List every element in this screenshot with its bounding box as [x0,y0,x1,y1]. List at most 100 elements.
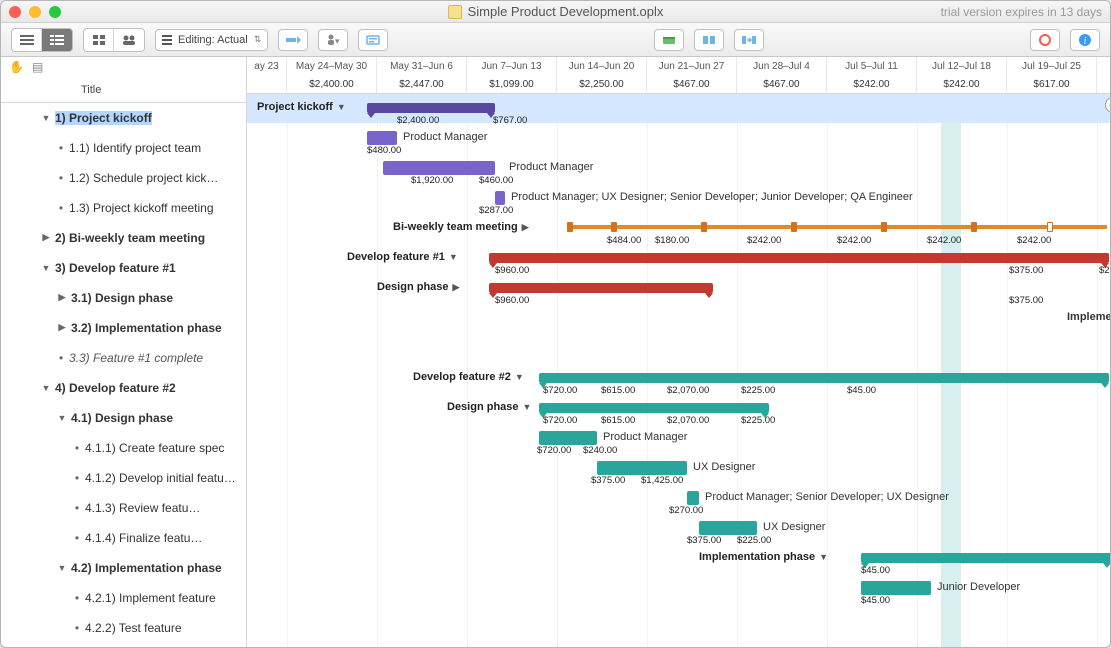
gantt-bar[interactable] [539,431,597,445]
gantt-bar[interactable] [383,161,495,175]
disclosure-right-icon[interactable]: ▶ [522,222,529,233]
disclosure-down-icon[interactable]: ▼ [41,113,51,123]
recurring-instance[interactable] [791,222,797,232]
recurring-instance[interactable] [1047,222,1053,232]
recurring-instance[interactable] [611,222,617,232]
record-button[interactable] [1030,29,1060,51]
disclosure-down-icon[interactable]: ▼ [523,402,532,412]
timeline-week: Jun 14–Jun 20 [557,57,647,75]
outline-row[interactable]: •3.3) Feature #1 complete [1,343,246,373]
disclosure-down-icon[interactable]: ▼ [41,383,51,393]
timeline-cost: $242.00 [917,75,1007,93]
disclosure-down-icon[interactable]: ▼ [515,372,524,382]
info-button[interactable]: i [1070,29,1100,51]
timeline-week: ay 23 [247,57,287,75]
gantt-bar[interactable] [699,521,757,535]
gantt-group-label[interactable]: Design phase▼ [447,401,531,413]
hand-icon[interactable]: ✋ [9,60,24,74]
view-outline-button[interactable] [12,29,42,51]
add-task-button[interactable] [278,29,308,51]
outline-row[interactable]: •4.2.3) Review featu… [1,643,246,647]
view-gantt-button[interactable] [42,29,72,51]
level-button[interactable] [734,29,764,51]
recurring-instance[interactable] [971,222,977,232]
outline-row[interactable]: •1.3) Project kickoff meeting [1,193,246,223]
outline-label: 1.2) Schedule project kick… [69,171,218,185]
gantt-row: Develop feature #2▼$720.00$615.00$2,070.… [247,363,1110,393]
gantt-bar[interactable] [489,283,713,293]
group-resources-button[interactable] [114,29,144,51]
outline-row[interactable]: ▶3.1) Design phase [1,283,246,313]
resource-label: Product Manager; UX Designer; Senior Dev… [511,191,913,203]
recurring-bar[interactable] [567,225,1107,229]
disclosure-down-icon[interactable]: ▼ [57,563,67,573]
disclosure-right-icon[interactable]: ▶ [57,322,67,333]
recurring-instance[interactable] [567,222,573,232]
recurring-instance[interactable] [881,222,887,232]
close-icon[interactable] [9,6,21,18]
timeline-cost [247,75,287,93]
outline-label: 4.1.1) Create feature spec [85,441,224,455]
disclosure-down-icon[interactable]: ▼ [57,413,67,423]
gantt-group-label[interactable]: Design phase▶ [377,281,459,293]
gantt-group-label[interactable]: Implementation phase▼ [699,551,828,563]
outline-row[interactable]: •4.2.2) Test feature [1,613,246,643]
gantt-bar[interactable] [597,461,687,475]
gantt-bar[interactable] [539,373,1109,383]
disclosure-down-icon[interactable]: ▼ [41,263,51,273]
bullet-icon: • [73,441,81,455]
gantt-bar[interactable] [489,253,1109,263]
disclosure-down-icon[interactable]: ▼ [337,102,346,112]
outline-row[interactable]: ▼4.2) Implementation phase [1,553,246,583]
maximize-icon[interactable] [49,6,61,18]
gantt-bar[interactable] [367,131,397,145]
timeline-week: May 24–May 30 [287,57,377,75]
timeline-cost: $2,400.00 [287,75,377,93]
outline-row[interactable]: •4.2.1) Implement feature [1,583,246,613]
gantt-bar[interactable] [687,491,699,505]
outline-label: 1.3) Project kickoff meeting [69,201,214,215]
add-milestone-button[interactable]: ▾ [318,29,348,51]
outline-label: 1.1) Identify project team [69,141,201,155]
gantt-bar[interactable] [539,403,769,413]
catch-up-button[interactable] [654,29,684,51]
disclosure-down-icon[interactable]: ▼ [819,552,828,562]
outline-row[interactable]: ▼ 1) Project kickoff [1,103,246,133]
outline-row[interactable]: ▶ 3.2) Implementation phase [1,313,246,343]
outline-row[interactable]: •4.1.4) Finalize featu… [1,523,246,553]
gantt-panel[interactable]: ay 23May 24–May 30May 31–Jun 6Jun 7–Jun … [247,57,1110,647]
disclosure-right-icon[interactable]: ▶ [41,232,51,243]
svg-text:▾: ▾ [335,36,340,46]
outline-row[interactable]: • 4.1.1) Create feature spec [1,433,246,463]
group-tasks-button[interactable] [84,29,114,51]
gantt-group-label[interactable]: Develop feature #2▼ [413,371,524,383]
gantt-bar[interactable] [861,553,1110,563]
editing-mode-dropdown[interactable]: Editing: Actual ⇅ [155,29,268,51]
outline-row[interactable]: ▼4.1) Design phase [1,403,246,433]
outline-label: 3.2) Implementation phase [71,321,222,335]
clipboard-icon[interactable]: ▤ [32,60,43,74]
outline-row[interactable]: •1.1) Identify project team [1,133,246,163]
outline-row[interactable]: ▼4) Develop feature #2 [1,373,246,403]
disclosure-right-icon[interactable]: ▶ [57,292,67,303]
add-group-button[interactable] [358,29,388,51]
outline-row[interactable]: ▼3) Develop feature #1 [1,253,246,283]
minimize-icon[interactable] [29,6,41,18]
gantt-bar[interactable] [861,581,931,595]
outline-row[interactable]: •4.1.3) Review featu… [1,493,246,523]
outline-label: 4.2.2) Test feature [85,621,182,635]
gantt-bar[interactable] [495,191,505,205]
gantt-group-label[interactable]: Develop feature #1▼ [347,251,458,263]
reschedule-button[interactable] [694,29,724,51]
timeline-cost: $1,099.00 [467,75,557,93]
disclosure-down-icon[interactable]: ▼ [449,252,458,262]
gantt-group-label[interactable]: Project kickoff▼ [257,101,346,113]
outline-row[interactable]: •4.1.2) Develop initial featu… [1,463,246,493]
outline-row[interactable]: •1.2) Schedule project kick… [1,163,246,193]
outline-label: 1) Project kickoff [55,111,152,125]
disclosure-right-icon[interactable]: ▶ [453,282,460,293]
recurring-instance[interactable] [701,222,707,232]
gantt-group-label[interactable]: Bi-weekly team meeting▶ [393,221,529,233]
outline-row[interactable]: ▶2) Bi-weekly team meeting [1,223,246,253]
gantt-bar[interactable] [367,103,495,113]
